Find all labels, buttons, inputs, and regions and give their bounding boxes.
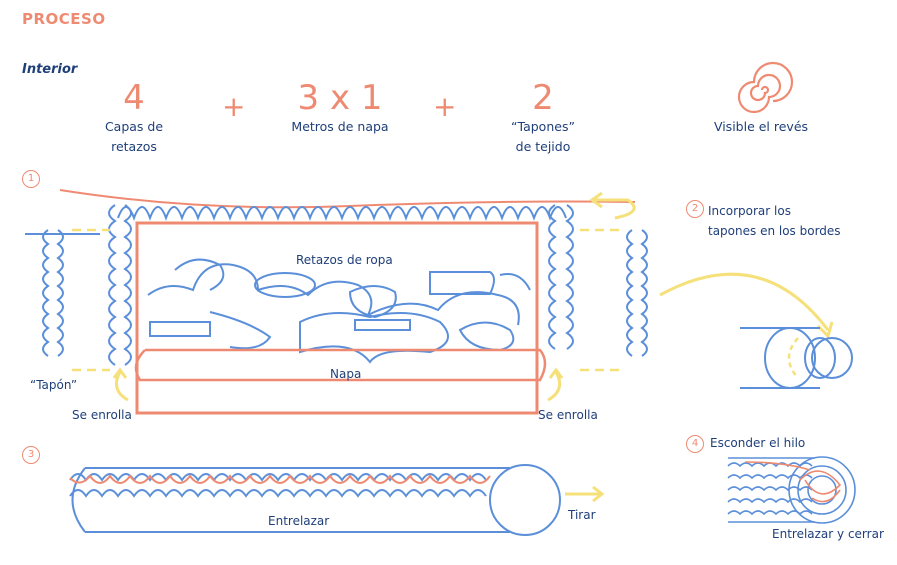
plus-operator-1: + [222,90,246,123]
knit-columns [25,204,648,366]
thread-top [59,189,636,209]
interlace-label: Entrelazar [268,514,330,528]
batting-roll [134,348,547,382]
step-4-caption: Entrelazar y cerrar [772,527,884,541]
step-2-number: 2 [686,200,704,218]
step-2-text: Incorporar los tapones en los bordes [708,204,841,238]
scraps-label: Retazos de ropa [296,253,393,267]
yellow-arrow-top [595,198,636,220]
yellow-dashed-guides [72,228,620,372]
thread-interlace [69,474,491,484]
tube-illustration [740,327,853,389]
summary-value-plugs: 2 [532,78,554,118]
long-roll [69,464,561,536]
batting-label: Napa [330,367,362,381]
roll-left-label: Se enrolla [72,408,132,422]
closed-end-illustration [727,456,856,524]
plug-label: “Tapón” [30,378,78,392]
knit-top-loops [117,206,567,221]
step-4-title: Esconder el hilo [710,436,806,450]
step-1-number: 1 [22,170,40,188]
summary-label-scraps: Capas de retazos [104,119,164,154]
pull-label: Tirar [568,508,596,522]
roll-right-label: Se enrolla [538,408,598,422]
step-4-number: 4 [686,435,704,453]
summary-label-batting: Metros de napa [291,119,389,134]
summary-label-plugs: “Tapones” de tejido [511,119,575,154]
plus-operator-2: + [433,90,457,123]
summary-value-batting: 3 x 1 [297,78,383,118]
spiral-icon [737,61,794,114]
fabric-scraps [147,258,531,364]
section-subtitle: Interior [22,62,78,77]
step-3-number: 3 [22,446,40,464]
summary-value-scraps: 4 [123,78,145,118]
scraps-frame [135,221,539,415]
reverse-label: Visible el revés [713,119,809,134]
page-title: PROCESO [22,10,106,28]
